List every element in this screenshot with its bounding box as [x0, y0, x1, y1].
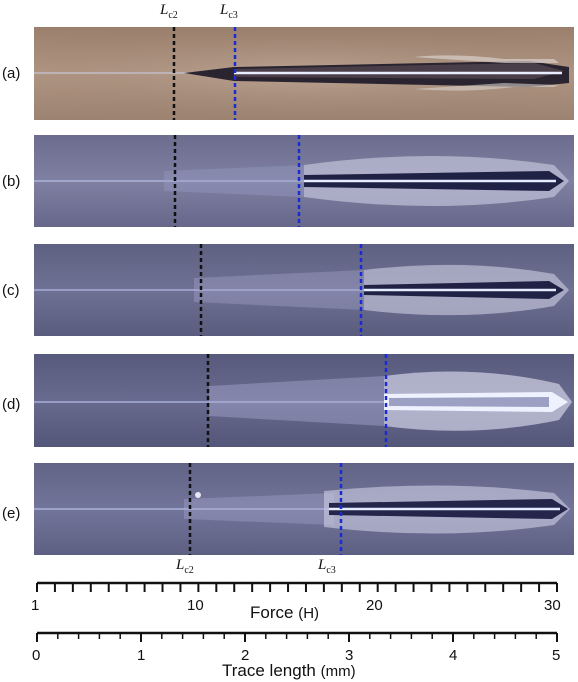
length-tick-0: 0 [32, 647, 41, 664]
panel-label-e: (e) [2, 505, 21, 522]
scratch-image-c [34, 244, 574, 336]
scratch-image-a [34, 27, 574, 120]
panel-label-b: (b) [2, 173, 21, 190]
force-tick-30: 30 [544, 597, 561, 614]
scratch-image-d [34, 354, 574, 447]
panel-label-d: (d) [2, 396, 21, 413]
force-tick-20: 20 [366, 597, 383, 614]
lc3-top-label: Lc3 [220, 2, 238, 21]
lc2-top-label: Lc2 [160, 2, 178, 21]
length-tick-5: 5 [552, 647, 561, 664]
length-tick-1: 1 [137, 647, 146, 664]
length-tick-2: 2 [241, 647, 250, 664]
scratch-image-e [34, 463, 574, 555]
force-tick-10: 10 [187, 597, 204, 614]
length-tick-3: 3 [345, 647, 354, 664]
length-tick-4: 4 [449, 647, 458, 664]
panel-label-a: (a) [2, 65, 21, 82]
force-axis [36, 581, 558, 592]
force-axis-title: Force (H) [250, 603, 320, 622]
scratch-image-b [34, 135, 574, 227]
lc2-bottom-label: Lc2 [176, 557, 194, 576]
panel-label-c: (c) [2, 282, 20, 299]
trace-length-axis [36, 631, 558, 642]
force-tick-1: 1 [31, 597, 40, 614]
length-axis-title: Trace length (mm) [222, 661, 356, 680]
lc3-bottom-label: Lc3 [318, 557, 336, 576]
